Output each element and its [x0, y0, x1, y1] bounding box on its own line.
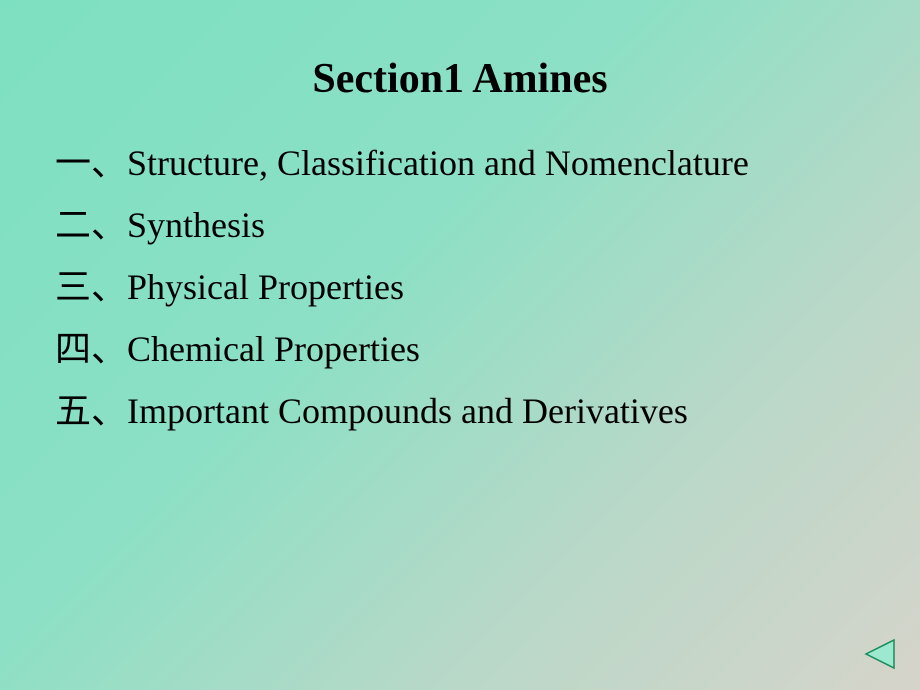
list-item: 一、 Structure, Classification and Nomencl…	[55, 133, 880, 195]
item-number: 四、	[55, 319, 127, 381]
slide: Section1 Amines 一、 Structure, Classifica…	[0, 0, 920, 690]
item-number: 二、	[55, 195, 127, 257]
item-text: Important Compounds and Derivatives	[127, 381, 880, 443]
item-text: Chemical Properties	[127, 319, 880, 381]
previous-slide-button[interactable]	[862, 636, 898, 672]
item-text: Physical Properties	[127, 257, 880, 319]
slide-content: 一、 Structure, Classification and Nomencl…	[0, 133, 920, 443]
item-number: 三、	[55, 257, 127, 319]
item-number: 五、	[55, 381, 127, 443]
item-text: Structure, Classification and Nomenclatu…	[127, 133, 880, 195]
list-item: 四、 Chemical Properties	[55, 319, 880, 381]
slide-title: Section1 Amines	[0, 0, 920, 133]
item-text: Synthesis	[127, 195, 880, 257]
item-number: 一、	[55, 133, 127, 195]
triangle-left-icon	[862, 636, 898, 672]
list-item: 五、 Important Compounds and Derivatives	[55, 381, 880, 443]
list-item: 二、 Synthesis	[55, 195, 880, 257]
list-item: 三、 Physical Properties	[55, 257, 880, 319]
